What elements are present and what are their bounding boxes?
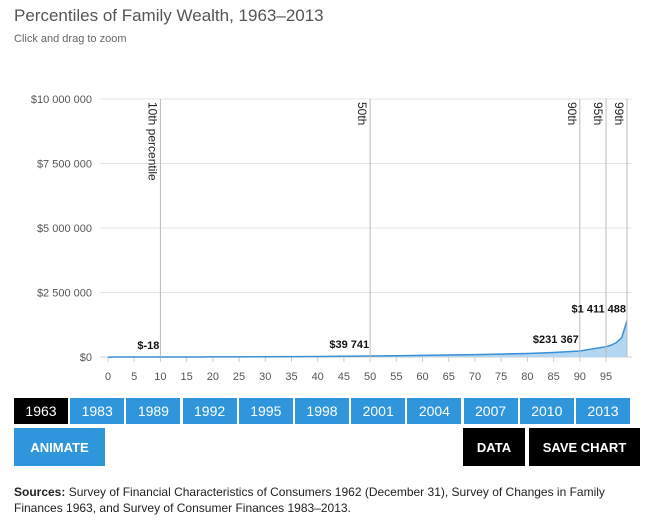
year-button[interactable]: 1998 [295,398,349,424]
x-tick-label: 60 [416,371,428,383]
sources: Sources: Survey of Financial Characteris… [14,484,644,516]
chart-title: Percentiles of Family Wealth, 1963–2013 [14,6,324,25]
percentile-label: 90th [565,102,579,125]
chart-subtitle: Click and drag to zoom [14,33,127,45]
year-button[interactable]: 1989 [126,398,181,424]
x-tick-label: 65 [443,371,455,383]
x-tick-label: 70 [469,371,481,383]
x-tick-label: 85 [547,371,559,383]
x-tick-label: 35 [285,371,297,383]
y-tick-label: $0 [80,352,92,364]
y-tick-label: $5 000 000 [37,223,92,235]
x-tick-label: 90 [574,371,586,383]
year-button[interactable]: 1983 [70,398,125,424]
year-button[interactable]: 2010 [519,398,574,424]
data-label: $39 741 [329,339,369,351]
x-tick-label: 15 [181,371,193,383]
year-button[interactable]: 2007 [463,398,518,424]
sources-text: Survey of Financial Characteristics of C… [14,485,605,515]
x-tick-label: 0 [105,371,111,383]
x-tick-label: 10 [154,371,166,383]
year-button[interactable]: 2013 [576,398,630,424]
percentile-label: 95th [591,102,605,125]
x-tick-label: 80 [521,371,533,383]
data-button[interactable]: DATA [463,428,525,466]
y-tick-label: $10 000 000 [31,94,92,106]
x-tick-label: 5 [131,371,137,383]
x-tick-label: 95 [600,371,612,383]
save-chart-button[interactable]: SAVE CHART [529,428,640,466]
x-tick-label: 45 [338,371,350,383]
year-button[interactable]: 2001 [351,398,406,424]
sources-label: Sources: [14,485,66,499]
y-tick-label: $7 500 000 [37,159,92,171]
x-tick-label: 30 [259,371,271,383]
percentile-label: 99th [612,102,626,125]
chart: $0 $2 500 000 $5 000 000 $7 500 000 $10 000 … [31,94,632,383]
x-tick-label: 20 [207,371,219,383]
year-button[interactable]: 1995 [238,398,293,424]
animate-button[interactable]: ANIMATE [14,428,105,466]
percentile-label: 50th [355,102,369,125]
x-tick-label: 75 [495,371,507,383]
area-fill [108,320,627,358]
data-label: $1 411 488 [572,304,626,316]
x-tick-label: 25 [233,371,245,383]
x-tick-label: 55 [390,371,402,383]
area-line [107,320,628,358]
percentile-label: 10th percentile [145,102,159,181]
year-button[interactable]: 1992 [182,398,237,424]
data-label: $231 367 [533,334,579,346]
x-tick-label: 40 [312,371,324,383]
y-tick-label: $2 500 000 [37,288,92,300]
x-tick-label: 50 [364,371,376,383]
year-button[interactable]: 1963 [14,398,68,424]
data-label: $-18 [137,340,159,352]
year-button[interactable]: 2004 [407,398,462,424]
